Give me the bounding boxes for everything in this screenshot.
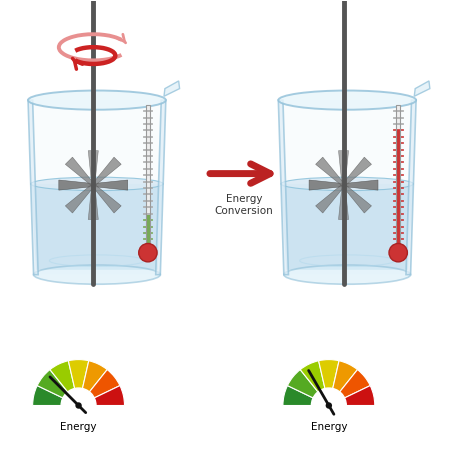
Wedge shape — [79, 386, 125, 406]
Bar — [396, 105, 400, 246]
Wedge shape — [329, 386, 375, 406]
Circle shape — [61, 388, 96, 423]
Polygon shape — [28, 100, 166, 274]
Wedge shape — [37, 370, 79, 406]
Bar — [146, 105, 150, 246]
Wedge shape — [287, 370, 329, 406]
Ellipse shape — [34, 265, 160, 284]
Polygon shape — [88, 185, 98, 219]
Polygon shape — [59, 180, 93, 190]
Circle shape — [389, 243, 407, 262]
Polygon shape — [343, 184, 372, 213]
Bar — [146, 215, 150, 246]
Polygon shape — [406, 100, 416, 274]
Bar — [396, 130, 400, 246]
Polygon shape — [65, 157, 94, 186]
Circle shape — [139, 243, 157, 262]
Text: Energy: Energy — [310, 422, 347, 432]
Polygon shape — [343, 157, 372, 186]
Polygon shape — [92, 157, 121, 186]
Polygon shape — [316, 157, 345, 186]
Polygon shape — [338, 151, 348, 185]
Polygon shape — [338, 185, 348, 219]
Polygon shape — [278, 100, 416, 274]
Polygon shape — [31, 184, 163, 270]
Wedge shape — [329, 361, 357, 406]
Ellipse shape — [278, 91, 416, 109]
Text: Energy
Conversion: Energy Conversion — [215, 194, 273, 216]
Circle shape — [75, 402, 82, 409]
Ellipse shape — [31, 177, 163, 191]
Polygon shape — [278, 100, 289, 274]
Polygon shape — [28, 100, 38, 274]
Polygon shape — [92, 184, 121, 213]
Wedge shape — [50, 361, 79, 406]
Polygon shape — [414, 81, 430, 96]
Ellipse shape — [281, 177, 413, 191]
Polygon shape — [344, 180, 378, 190]
Wedge shape — [300, 361, 329, 406]
Polygon shape — [309, 180, 344, 190]
Polygon shape — [316, 184, 345, 213]
Wedge shape — [68, 359, 89, 406]
Circle shape — [311, 388, 346, 423]
Ellipse shape — [28, 91, 166, 109]
Wedge shape — [79, 370, 120, 406]
Polygon shape — [164, 81, 180, 96]
Wedge shape — [319, 359, 339, 406]
Polygon shape — [65, 184, 94, 213]
Wedge shape — [329, 370, 370, 406]
Wedge shape — [33, 386, 79, 406]
Wedge shape — [283, 386, 329, 406]
Polygon shape — [281, 184, 413, 270]
Circle shape — [326, 402, 332, 409]
Ellipse shape — [284, 265, 410, 284]
Bar — [396, 105, 400, 246]
Text: Energy: Energy — [60, 422, 97, 432]
Polygon shape — [156, 100, 166, 274]
Bar — [28, 406, 129, 451]
Polygon shape — [93, 180, 128, 190]
Polygon shape — [88, 151, 98, 185]
Wedge shape — [79, 361, 107, 406]
Bar — [146, 105, 150, 246]
Bar — [278, 406, 379, 451]
